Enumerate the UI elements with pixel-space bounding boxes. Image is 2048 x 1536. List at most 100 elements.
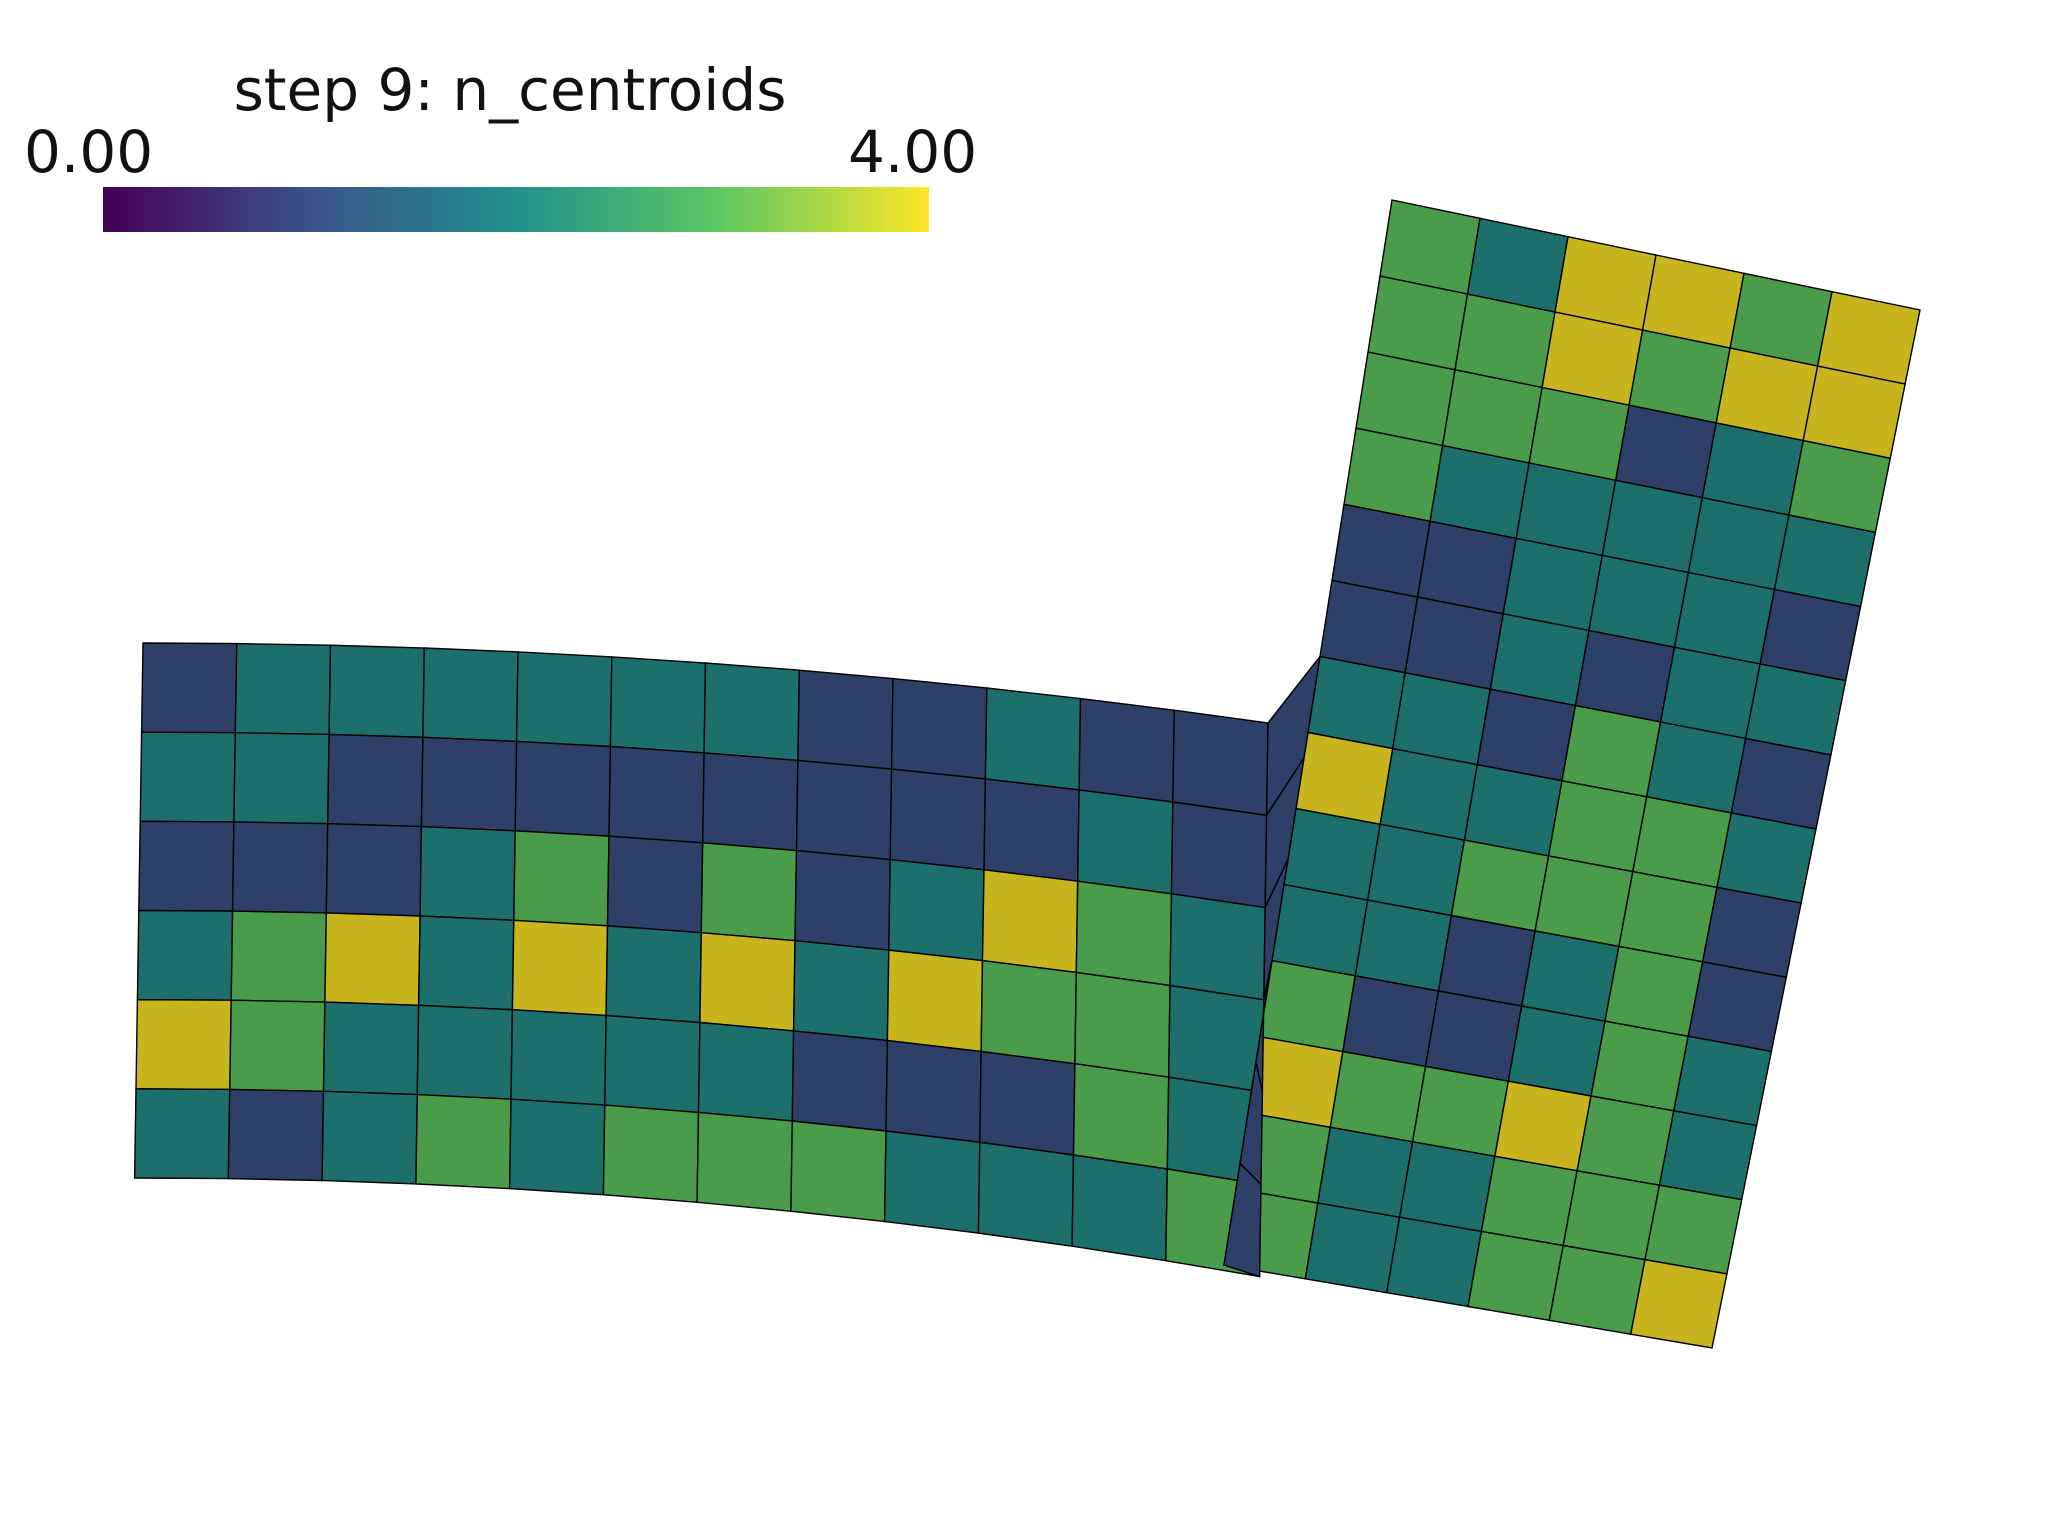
lower-cell — [889, 768, 987, 871]
lower-cell — [980, 959, 1078, 1065]
lower-cell — [1172, 709, 1269, 817]
upper-cell — [1329, 1050, 1427, 1143]
lower-cell — [415, 1093, 512, 1190]
upper-cell — [1467, 1230, 1565, 1322]
lower-cell — [231, 821, 329, 914]
lower-cell — [1072, 1062, 1170, 1170]
lower-cell — [795, 759, 893, 861]
lower-cell — [699, 931, 796, 1032]
lower-cell — [140, 642, 238, 734]
lower-cell — [885, 1039, 982, 1144]
upper-cell — [1304, 1202, 1401, 1294]
colorbar-gradient — [103, 187, 929, 232]
upper-cell — [1520, 930, 1620, 1023]
upper-cell — [1507, 1005, 1606, 1097]
lower-cell — [510, 1008, 607, 1106]
colorbar-min-label: 0.00 — [24, 118, 154, 186]
lower-cell — [979, 1050, 1076, 1156]
upper-cell — [1604, 945, 1704, 1038]
lower-cell — [325, 822, 423, 917]
lower-cell — [984, 687, 1082, 791]
upper-cell — [1494, 1080, 1592, 1172]
upper-cell — [1672, 1035, 1773, 1127]
upper-cell — [1480, 1155, 1578, 1247]
lower-cell — [328, 644, 426, 739]
upper-cell — [1411, 1065, 1510, 1158]
upper-cell — [1316, 1126, 1414, 1219]
lower-cell — [136, 909, 234, 1001]
lower-cell — [701, 752, 799, 852]
upper-cell — [1424, 990, 1523, 1083]
lower-cell — [321, 1090, 419, 1185]
lower-cell — [983, 778, 1080, 882]
upper-cell — [1354, 899, 1453, 992]
lower-cell — [422, 647, 519, 743]
lower-cell — [322, 1001, 420, 1096]
upper-cell — [1576, 1095, 1675, 1187]
lower-cell — [791, 1030, 889, 1132]
upper-cell — [1341, 974, 1440, 1068]
lower-cell — [606, 835, 704, 934]
lower-cell — [511, 919, 609, 1017]
upper-cell — [1548, 1244, 1646, 1336]
lower-cell — [135, 998, 232, 1091]
lower-cell — [1170, 801, 1268, 909]
lower-cell — [888, 858, 985, 962]
upper-cell — [1701, 886, 1802, 979]
colorbar-max-label: 4.00 — [848, 118, 978, 186]
upper-cell — [1687, 960, 1788, 1053]
lower-cell — [609, 656, 707, 754]
lower-cell — [981, 869, 1079, 974]
lower-cell — [794, 849, 891, 951]
strip-cell — [1223, 1162, 1262, 1278]
lower-cell — [977, 1141, 1075, 1248]
lower-cell — [1076, 789, 1174, 895]
lower-cell — [602, 1104, 700, 1204]
lower-cell — [229, 999, 326, 1093]
lower-cell — [1071, 1154, 1169, 1262]
lower-cell — [419, 825, 516, 922]
lower-cell — [420, 736, 518, 832]
upper-cell — [1618, 870, 1718, 963]
lower-cell — [1169, 892, 1266, 1001]
upper-cell — [1385, 1216, 1483, 1308]
lower-cell — [515, 651, 613, 748]
lower-cell — [514, 740, 612, 837]
lower-cell — [326, 733, 424, 828]
lower-cell — [1074, 971, 1171, 1079]
upper-cell — [1398, 1140, 1496, 1233]
lower-cell — [139, 731, 237, 823]
upper-cell — [1629, 1258, 1728, 1349]
lower-cell — [700, 842, 798, 942]
lower-cell — [417, 915, 515, 1011]
lower-cell — [703, 662, 801, 762]
upper-cell — [1437, 914, 1536, 1007]
lower-cell — [324, 912, 421, 1007]
lower-cell — [1075, 880, 1173, 987]
lower-cell — [792, 939, 890, 1042]
upper-cell — [1590, 1020, 1690, 1112]
upper-cell — [1562, 1169, 1661, 1261]
lower-cell — [133, 1088, 231, 1180]
lower-cell — [608, 745, 705, 844]
lower-cell — [416, 1004, 514, 1100]
colorbar-title: step 9: n_centroids — [233, 56, 787, 124]
upper-cell — [1295, 731, 1394, 826]
lower-cell — [604, 1014, 701, 1114]
upper-cell — [1259, 959, 1357, 1053]
lower-cell — [227, 1088, 325, 1182]
upper-cell — [1366, 823, 1466, 917]
lower-cell — [230, 910, 328, 1003]
upper-cell — [1283, 807, 1382, 901]
lower-cell — [797, 669, 894, 770]
lower-cell — [234, 642, 332, 736]
upper-cell — [1450, 839, 1550, 932]
lower-cell — [697, 1021, 795, 1122]
lower-cell — [513, 830, 610, 927]
lower-cell — [1167, 984, 1265, 1093]
lower-cell — [605, 925, 703, 1024]
lower-cell — [1078, 697, 1176, 803]
lower-cell — [890, 677, 988, 780]
upper-cell — [1534, 855, 1634, 948]
